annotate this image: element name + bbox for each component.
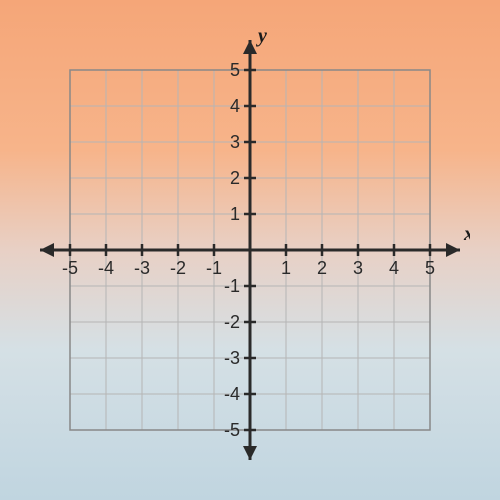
- x-label-neg1: -1: [206, 258, 222, 278]
- y-label-1: 1: [230, 204, 240, 224]
- y-label-5: 5: [230, 60, 240, 80]
- y-axis-arrow-down: [243, 446, 257, 460]
- y-label-3: 3: [230, 132, 240, 152]
- x-label-neg5: -5: [62, 258, 78, 278]
- x-label-2: 2: [317, 258, 327, 278]
- chart-svg: -5 -4 -3 -2 -1 1 2 3 4 5 5 4 3 2 1 -1 -2…: [30, 30, 470, 470]
- x-label-neg4: -4: [98, 258, 114, 278]
- x-axis-label: x: [463, 223, 470, 245]
- x-label-3: 3: [353, 258, 363, 278]
- x-label-neg2: -2: [170, 258, 186, 278]
- x-label-neg3: -3: [134, 258, 150, 278]
- x-axis-arrow-right: [446, 243, 460, 257]
- y-label-neg4: -4: [224, 384, 240, 404]
- y-label-2: 2: [230, 168, 240, 188]
- x-axis-arrow-left: [40, 243, 54, 257]
- y-axis-arrow-up: [243, 40, 257, 54]
- y-label-neg3: -3: [224, 348, 240, 368]
- coordinate-plane: -5 -4 -3 -2 -1 1 2 3 4 5 5 4 3 2 1 -1 -2…: [30, 30, 470, 470]
- x-label-5: 5: [425, 258, 435, 278]
- y-label-neg1: -1: [224, 276, 240, 296]
- y-label-neg5: -5: [224, 420, 240, 440]
- x-label-1: 1: [281, 258, 291, 278]
- x-label-4: 4: [389, 258, 399, 278]
- y-label-4: 4: [230, 96, 240, 116]
- y-axis-label: y: [256, 30, 267, 47]
- y-label-neg2: -2: [224, 312, 240, 332]
